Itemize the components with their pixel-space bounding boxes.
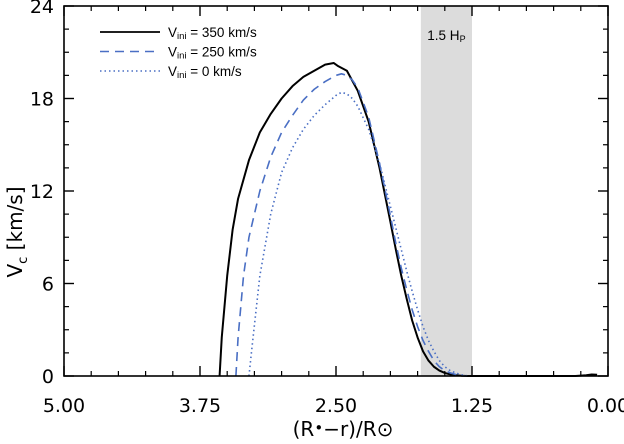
x-tick-label: 1.25 [451,395,493,417]
x-axis-title: (R•−r)/R⊙ [293,417,394,441]
y-tick-label: 12 [30,181,54,203]
legend-label-1: Vini = 350 km/s [168,25,257,42]
tick-layer: 5.00 3.75 2.50 1.25 0.00 0 6 12 18 24 [30,0,624,417]
x-axis-sun-symbol: ⊙ [377,417,394,441]
x-tick-label: 3.75 [179,395,221,417]
shaded-band-layer: 1.5 HP [420,6,472,376]
x-tick-label: 2.50 [315,395,357,417]
series-line-1 [218,62,598,377]
shaded-band-label: 1.5 HP [427,28,465,44]
series-line-2 [235,73,467,377]
y-axis-title: Vc [km/s] [3,186,31,277]
x-axis-bullet-symbol: • [314,419,323,437]
legend: Vini = 350 km/s Vini = 250 km/s Vini = 0 k… [100,25,257,81]
x-tick-label: 5.00 [43,395,85,417]
legend-label-2: Vini = 250 km/s [168,45,257,62]
legend-label-3: Vini = 0 km/s [168,64,242,81]
plot-frame-layer [63,5,609,377]
y-tick-label: 24 [30,0,54,18]
x-tick-label: 0.00 [587,395,624,417]
y-tick-label: 18 [30,89,54,111]
series-layer [218,62,598,377]
y-tick-label: 0 [42,366,54,388]
shaded-band [420,6,472,376]
series-line-3 [248,91,469,377]
y-axis-title-group: Vc [km/s] [3,186,31,277]
y-tick-label: 6 [42,274,54,296]
plot-frame [63,5,609,377]
